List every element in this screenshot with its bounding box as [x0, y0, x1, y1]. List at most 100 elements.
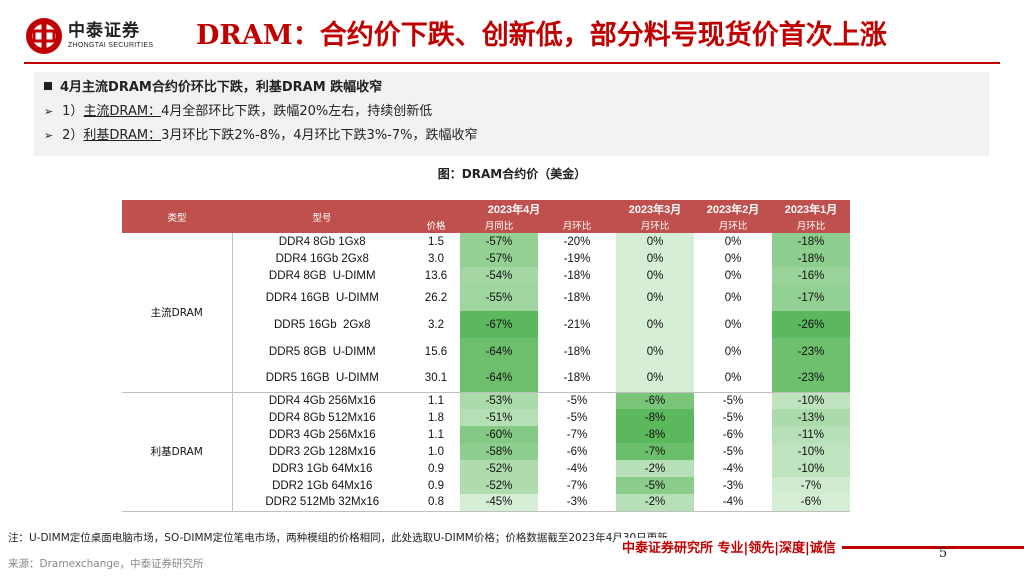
page-number: 5	[938, 546, 948, 561]
cell-mar: 0%	[616, 365, 694, 392]
cell-model: DDR3 4Gb 256Mx16	[268, 428, 376, 441]
bullet-main: 4月主流DRAM合约价环比下跌，利基DRAM 跌幅收窄	[44, 76, 979, 100]
table-row: DDR5 8GB U-DIMM 15.6 -64% -18% 0% 0% -23%	[122, 338, 850, 365]
header-price: 价格	[412, 217, 460, 233]
cell-feb: 0%	[724, 345, 742, 358]
cell-jan: -13%	[772, 409, 850, 426]
cell-price: 0.9	[428, 462, 444, 475]
table-row: DDR4 8Gb 512Mx16 1.8 -51% -5% -8% -5% -13%	[122, 409, 850, 426]
header-feb: 2023年2月	[694, 200, 772, 217]
cell-model: DDR4 16GB U-DIMM	[265, 291, 379, 304]
cell-price: 1.5	[428, 235, 444, 248]
cell-yoy: -51%	[460, 409, 538, 426]
cell-mar: 0%	[616, 267, 694, 284]
header-feb-mom: 月环比	[694, 217, 772, 233]
cell-jan: -18%	[772, 233, 850, 250]
cell-jan: -6%	[772, 494, 850, 511]
header-jan: 2023年1月	[772, 200, 850, 217]
bullet-sub-1-label: 主流DRAM：	[83, 104, 162, 119]
cell-feb: 0%	[724, 318, 742, 331]
cell-feb: -5%	[722, 411, 744, 424]
cell-feb: 0%	[724, 269, 742, 282]
cell-price: 30.1	[424, 372, 448, 385]
arrow-bullet-icon: ➢	[44, 129, 54, 142]
cell-mar: -8%	[616, 426, 694, 443]
bullet-sub-2-label: 利基DRAM：	[83, 128, 162, 143]
cell-feb: 0%	[724, 235, 742, 248]
table-row: DDR3 4Gb 256Mx16 1.1 -60% -7% -8% -6% -11%	[122, 426, 850, 443]
cell-apr-mom: -21%	[563, 318, 591, 331]
header-mar-mom: 月环比	[616, 217, 694, 233]
category-niche: 利基DRAM	[122, 391, 233, 511]
cell-jan: -10%	[772, 391, 850, 409]
cell-price: 0.8	[428, 496, 444, 509]
table-row: DDR3 2Gb 128Mx16 1.0 -58% -6% -7% -5% -10%	[122, 443, 850, 460]
cell-jan: -10%	[772, 443, 850, 460]
header-row-2: 价格 月同比 月环比 月环比 月环比 月环比	[122, 217, 850, 233]
cell-mar: -5%	[616, 477, 694, 494]
header-apr-yoy: 月同比	[460, 217, 538, 233]
cell-yoy: -67%	[460, 311, 538, 338]
cell-model: DDR3 1Gb 64Mx16	[272, 462, 373, 475]
cell-apr-mom: -5%	[538, 391, 616, 409]
logo-cn-text: 中泰证券	[68, 21, 140, 41]
cell-price: 1.1	[428, 428, 444, 441]
cell-model: DDR3 2Gb 128Mx16	[268, 445, 376, 458]
company-logo: 中泰证券 ZHONGTAI SECURITIES	[24, 14, 174, 58]
cell-model: DDR5 16Gb 2Gx8	[273, 318, 371, 331]
cell-yoy: -52%	[460, 477, 538, 494]
title-divider	[24, 62, 1000, 64]
cell-yoy: -52%	[460, 460, 538, 477]
cell-model: DDR4 4Gb 256Mx16	[232, 391, 412, 409]
cell-yoy: -58%	[460, 443, 538, 460]
cell-mar: -2%	[616, 494, 694, 511]
cell-price: 13.6	[424, 269, 448, 282]
cell-mar: -2%	[616, 460, 694, 477]
cell-yoy: -64%	[460, 365, 538, 392]
table-row: 利基DRAM DDR4 4Gb 256Mx16 1.1 -53% -5% -6% -5% -1…	[122, 391, 850, 511]
cell-mar: -6%	[616, 391, 694, 409]
cell-model: DDR5 8GB U-DIMM	[268, 345, 376, 358]
source-note: 来源：Dramexchange，中泰证券研究所	[8, 558, 204, 570]
table-row: DDR4 16GB U-DIMM 26.2 -55% -18% 0% 0% -17%	[122, 284, 850, 311]
table-row: DDR5 16Gb 2Gx8 3.2 -67% -21% 0% 0% -26%	[122, 311, 850, 338]
cell-jan: -16%	[772, 267, 850, 284]
cell-model: DDR2 1Gb 64Mx16	[272, 479, 373, 492]
zhongtai-logo-icon	[26, 18, 62, 54]
bullet-sub-2-text: 3月环比下跌2%-8%，4月环比下跌3%-7%，跌幅收窄	[161, 128, 478, 143]
cell-yoy: -60%	[460, 426, 538, 443]
header-apr: 2023年4月	[412, 200, 616, 217]
cell-apr-mom: -5%	[566, 411, 588, 424]
cell-yoy: -57%	[460, 233, 538, 250]
table-row: DDR4 16Gb 2Gx8 3.0 -57% -19% 0% 0% -18%	[122, 250, 850, 267]
header-jan-mom: 月环比	[772, 217, 850, 233]
cell-apr-mom: -3%	[566, 496, 588, 509]
header-mar: 2023年3月	[616, 200, 694, 217]
cell-mar: 0%	[616, 284, 694, 311]
cell-feb: -5%	[694, 391, 772, 409]
cell-apr-mom: -20%	[563, 235, 591, 248]
cell-apr-mom: -19%	[563, 252, 591, 265]
slide-title: DRAM：合约价下跌、创新低，部分料号现货价首次上涨	[196, 20, 887, 51]
table-row: DDR5 16GB U-DIMM 30.1 -64% -18% 0% 0% -23%	[122, 365, 850, 392]
bullet-sub-2: ➢ 2）利基DRAM：3月环比下跌2%-8%，4月环比下跌3%-7%，跌幅收窄	[44, 124, 979, 148]
cell-mar: 0%	[616, 338, 694, 365]
table-row: DDR2 512Mb 32Mx16 0.8 -45% -3% -2% -4% -6%	[122, 494, 850, 511]
cell-yoy: -53%	[460, 391, 538, 409]
cell-feb: -6%	[722, 428, 744, 441]
logo-en-text: ZHONGTAI SECURITIES	[68, 42, 154, 49]
cell-price: 3.0	[428, 252, 444, 265]
table-caption: 图：DRAM合约价（美金）	[437, 167, 587, 181]
bullet-sub-1: ➢ 1）主流DRAM：4月全部环比下跌，跌幅20%左右，持续创新低	[44, 100, 979, 124]
table-row: DDR2 1Gb 64Mx16 0.9 -52% -7% -5% -3% -7%	[122, 477, 850, 494]
arrow-bullet-icon: ➢	[44, 105, 54, 118]
cell-jan: -18%	[772, 250, 850, 267]
cell-feb: -5%	[722, 445, 744, 458]
header-type: 类型	[122, 200, 232, 233]
footnote: 注：U-DIMM定位桌面电脑市场，SO-DIMM定位笔电市场，两种模组的价格相同…	[8, 532, 668, 544]
bullet-sub-1-text: 4月全部环比下跌，跌幅20%左右，持续创新低	[161, 104, 433, 119]
cell-jan: -23%	[772, 365, 850, 392]
dram-price-table: 类型 型号 2023年4月 2023年3月 2023年2月 2023年1月 价格…	[122, 200, 850, 512]
summary-box: 4月主流DRAM合约价环比下跌，利基DRAM 跌幅收窄 ➢ 1）主流DRAM：4…	[34, 72, 989, 156]
cell-price: 26.2	[424, 291, 448, 304]
